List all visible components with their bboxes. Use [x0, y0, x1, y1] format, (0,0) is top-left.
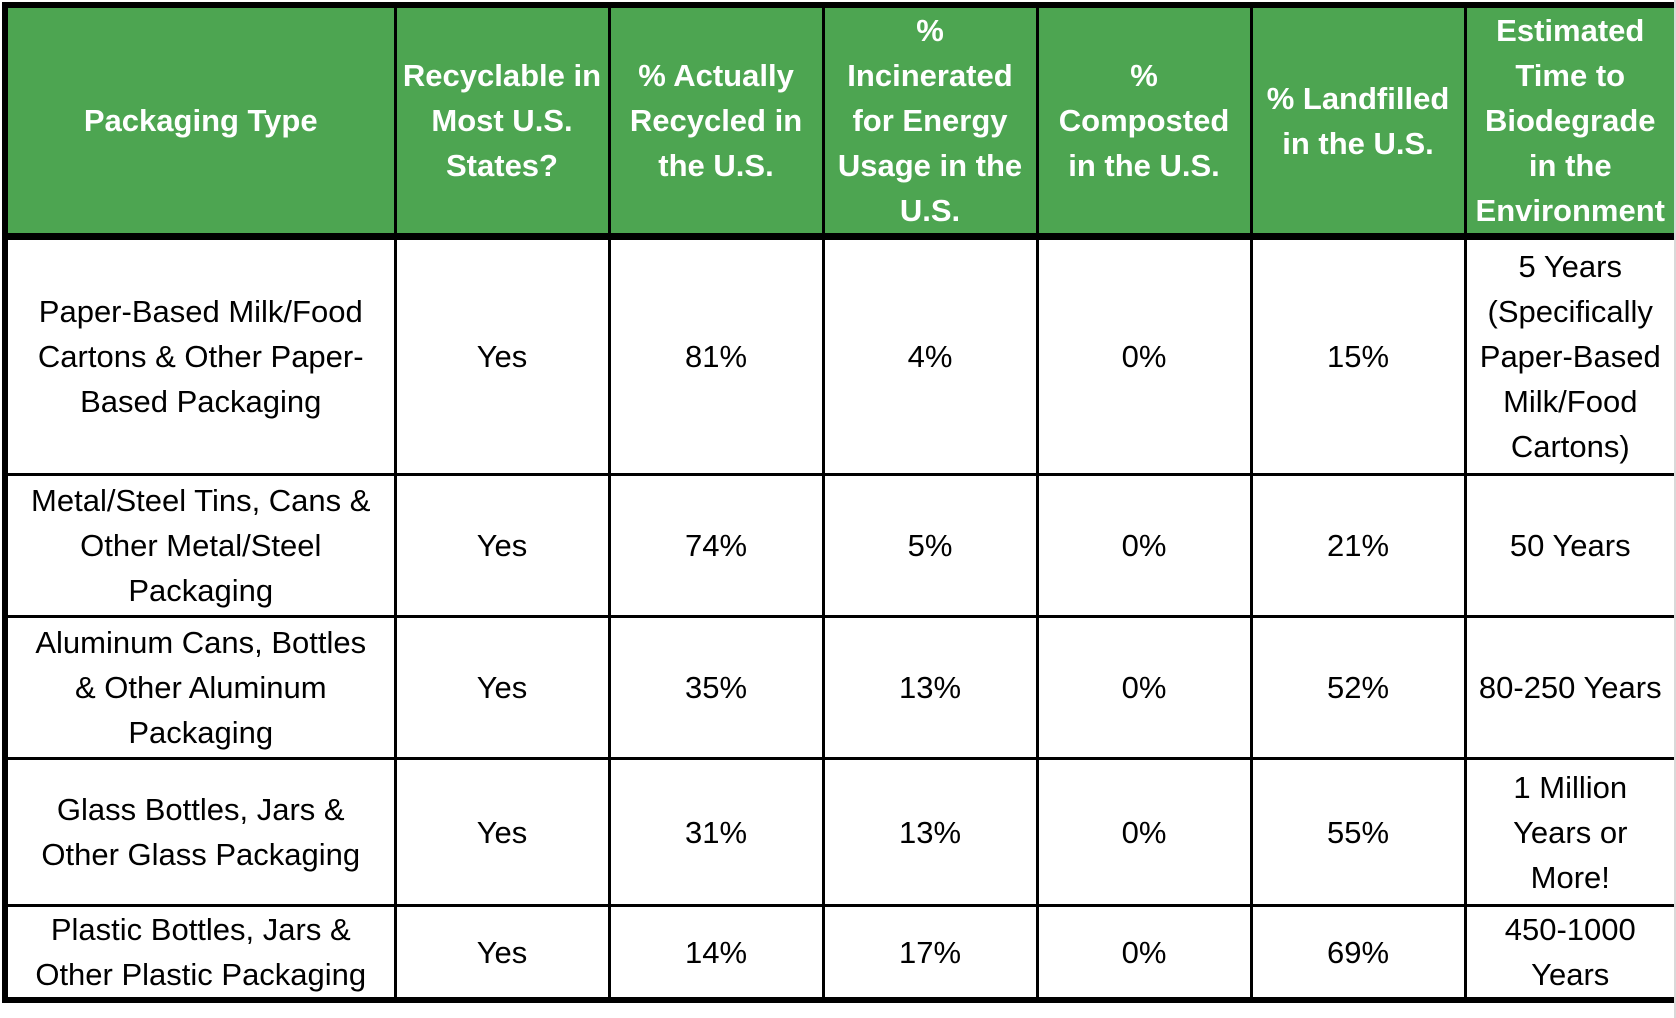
header-row: Packaging Type Recyclable in Most U.S. St… — [3, 3, 1674, 240]
column-header-landfilled: % Landfilled in the U.S. — [1249, 3, 1467, 240]
cell-recycled: 81% — [607, 235, 825, 476]
column-header-biodegrade-time: Estimated Time to Biodegrade in the Envi… — [1463, 3, 1674, 240]
cell-incinerated: 13% — [821, 615, 1039, 760]
cell-composted: 0% — [1035, 757, 1253, 907]
column-header-recyclable: Recyclable in Most U.S. States? — [393, 3, 611, 240]
cell-landfilled: 55% — [1249, 757, 1467, 907]
cell-biodegrade-time: 5 Years (Specifically Paper-Based Milk/F… — [1463, 235, 1674, 476]
cell-landfilled: 21% — [1249, 473, 1467, 618]
cell-recycled: 31% — [607, 757, 825, 907]
cell-packaging-type: Aluminum Cans, Bottles & Other Aluminum … — [3, 615, 397, 760]
cell-incinerated: 17% — [821, 904, 1039, 1002]
cell-recycled: 35% — [607, 615, 825, 760]
column-header-composted: % Composted in the U.S. — [1035, 3, 1253, 240]
table-row: Paper-Based Milk/Food Cartons & Other Pa… — [3, 235, 1674, 476]
cell-biodegrade-time: 450-1000 Years — [1463, 904, 1674, 1002]
cell-recyclable: Yes — [393, 473, 611, 618]
cell-landfilled: 15% — [1249, 235, 1467, 476]
cell-packaging-type: Paper-Based Milk/Food Cartons & Other Pa… — [3, 235, 397, 476]
cell-packaging-type: Metal/Steel Tins, Cans & Other Metal/Ste… — [3, 473, 397, 618]
cell-packaging-type: Plastic Bottles, Jars & Other Plastic Pa… — [3, 904, 397, 1002]
cell-biodegrade-time: 50 Years — [1463, 473, 1674, 618]
cell-incinerated: 4% — [821, 235, 1039, 476]
cell-composted: 0% — [1035, 615, 1253, 760]
cell-packaging-type: Glass Bottles, Jars & Other Glass Packag… — [3, 757, 397, 907]
cell-landfilled: 69% — [1249, 904, 1467, 1002]
table-row: Aluminum Cans, Bottles & Other Aluminum … — [3, 615, 1674, 760]
cell-recyclable: Yes — [393, 904, 611, 1002]
table-body: Paper-Based Milk/Food Cartons & Other Pa… — [3, 235, 1674, 1002]
table-row: Plastic Bottles, Jars & Other Plastic Pa… — [3, 904, 1674, 1002]
cell-biodegrade-time: 80-250 Years — [1463, 615, 1674, 760]
column-header-incinerated: % Incinerated for Energy Usage in the U.… — [821, 3, 1039, 240]
cell-recycled: 14% — [607, 904, 825, 1002]
table-row: Glass Bottles, Jars & Other Glass Packag… — [3, 757, 1674, 907]
cell-composted: 0% — [1035, 473, 1253, 618]
cell-landfilled: 52% — [1249, 615, 1467, 760]
cell-recyclable: Yes — [393, 235, 611, 476]
cell-recyclable: Yes — [393, 757, 611, 907]
cell-incinerated: 13% — [821, 757, 1039, 907]
cell-composted: 0% — [1035, 904, 1253, 1002]
column-header-packaging-type: Packaging Type — [3, 3, 397, 240]
cell-recyclable: Yes — [393, 615, 611, 760]
cell-biodegrade-time: 1 Million Years or More! — [1463, 757, 1674, 907]
table-row: Metal/Steel Tins, Cans & Other Metal/Ste… — [3, 473, 1674, 618]
cell-composted: 0% — [1035, 235, 1253, 476]
column-header-recycled: % Actually Recycled in the U.S. — [607, 3, 825, 240]
cell-incinerated: 5% — [821, 473, 1039, 618]
cell-recycled: 74% — [607, 473, 825, 618]
